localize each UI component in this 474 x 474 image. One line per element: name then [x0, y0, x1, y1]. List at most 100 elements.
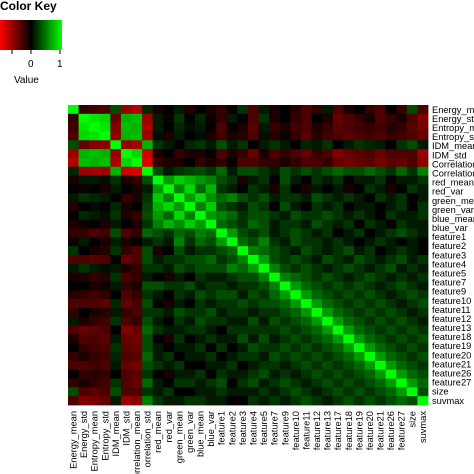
heatmap-cell-27-25 — [332, 343, 344, 353]
heatmap-cell-5-15 — [226, 149, 238, 159]
heatmap-cell-20-25 — [332, 281, 344, 291]
heatmap-cell-26-27 — [353, 334, 365, 344]
heatmap-cell-20-5 — [120, 281, 132, 291]
heatmap-cell-14-8 — [152, 228, 164, 238]
heatmap-cell-18-8 — [152, 263, 164, 274]
heatmap-cell-17-10 — [173, 255, 185, 265]
heatmap-cell-26-11 — [184, 334, 196, 344]
heatmap-cell-32-12 — [195, 387, 207, 397]
row-label: feature12 — [432, 314, 471, 324]
heatmap-cell-27-23 — [311, 343, 323, 353]
heatmap-cell-21-24 — [322, 290, 334, 300]
heatmap-cell-1-19 — [269, 113, 281, 124]
heatmap-cell-12-15 — [226, 210, 238, 221]
heatmap-cell-11-32 — [406, 202, 418, 212]
heatmap-cell-10-32 — [406, 193, 418, 203]
heatmap-cell-11-23 — [311, 202, 323, 212]
heatmap-cell-31-24 — [322, 378, 334, 388]
heatmap-cell-8-19 — [269, 175, 281, 185]
heatmap-cell-26-31 — [396, 334, 408, 344]
heatmap-cell-8-18 — [258, 175, 270, 185]
heatmap-cell-32-8 — [152, 387, 164, 397]
heatmap-cell-33-28 — [364, 396, 376, 406]
row-label: feature3 — [432, 250, 466, 260]
heatmap-cell-16-13 — [205, 246, 217, 256]
heatmap-cell-8-9 — [163, 175, 175, 185]
heatmap-cell-31-26 — [343, 378, 355, 388]
heatmap-cell-9-17 — [248, 184, 259, 194]
heatmap-cell-11-12 — [195, 202, 207, 212]
heatmap-cell-8-15 — [226, 175, 238, 185]
heatmap-cell-16-7 — [142, 246, 154, 256]
heatmap-cell-16-26 — [343, 246, 355, 256]
heatmap-cell-25-26 — [343, 325, 355, 335]
heatmap-cell-18-26 — [343, 263, 355, 274]
heatmap-cell-17-16 — [237, 255, 249, 265]
heatmap-cell-27-11 — [184, 343, 196, 353]
heatmap-cell-13-26 — [343, 219, 355, 229]
heatmap-cell-5-2 — [89, 149, 101, 159]
heatmap-cell-8-14 — [216, 175, 228, 185]
heatmap-cell-6-31 — [396, 157, 408, 168]
row-label: feature27 — [432, 378, 471, 388]
heatmap-cell-15-17 — [248, 237, 259, 247]
heatmap-cell-29-15 — [226, 360, 238, 371]
heatmap-cell-2-22 — [300, 122, 312, 132]
heatmap-cell-17-31 — [396, 255, 408, 265]
heatmap-cell-16-8 — [152, 246, 164, 256]
heatmap-cell-0-17 — [248, 105, 259, 115]
heatmap-cell-6-16 — [237, 157, 249, 168]
heatmap-cell-33-4 — [110, 396, 122, 406]
heatmap-cell-31-13 — [205, 378, 217, 388]
heatmap-cell-27-2 — [89, 343, 101, 353]
heatmap-cell-11-26 — [343, 202, 355, 212]
heatmap-cell-12-14 — [216, 210, 228, 221]
heatmap-cell-8-23 — [311, 175, 323, 185]
heatmap-cell-9-25 — [332, 184, 344, 194]
heatmap-cell-31-25 — [332, 378, 344, 388]
heatmap-cell-5-0 — [68, 149, 79, 159]
heatmap-cell-18-4 — [110, 263, 122, 274]
heatmap-cell-4-26 — [343, 140, 355, 150]
heatmap-cell-0-31 — [396, 105, 408, 115]
heatmap-cell-31-29 — [375, 378, 387, 388]
heatmap-cell-1-26 — [343, 113, 355, 124]
heatmap-cell-9-23 — [311, 184, 323, 194]
heatmap-cell-20-20 — [279, 281, 291, 291]
heatmap-cell-12-18 — [258, 210, 270, 221]
heatmap-cell-1-28 — [364, 113, 376, 124]
heatmap-cell-10-33 — [417, 193, 429, 203]
heatmap-cell-19-16 — [237, 272, 249, 282]
heatmap-cell-13-1 — [78, 219, 90, 229]
heatmap-cell-9-0 — [68, 184, 79, 194]
heatmap-cell-27-0 — [68, 343, 79, 353]
heatmap-cell-25-15 — [226, 325, 238, 335]
heatmap-cell-10-25 — [332, 193, 344, 203]
heatmap-cell-2-11 — [184, 122, 196, 132]
heatmap-cell-33-26 — [343, 396, 355, 406]
heatmap-cell-15-13 — [205, 237, 217, 247]
heatmap-cell-4-15 — [226, 140, 238, 150]
heatmap-cell-23-33 — [417, 307, 429, 318]
heatmap-cell-23-29 — [375, 307, 387, 318]
col-label: blue_var — [206, 411, 216, 447]
heatmap-cell-3-0 — [68, 131, 79, 141]
heatmap-cell-10-0 — [68, 193, 79, 203]
heatmap-cell-6-5 — [120, 157, 132, 168]
heatmap-cell-0-25 — [332, 105, 344, 115]
heatmap-cell-0-3 — [99, 105, 111, 115]
heatmap-cell-27-14 — [216, 343, 228, 353]
heatmap-cell-12-9 — [163, 210, 175, 221]
heatmap-cell-24-24 — [322, 316, 334, 326]
heatmap-cell-3-17 — [248, 131, 259, 141]
heatmap-cell-4-13 — [205, 140, 217, 150]
heatmap-cell-7-24 — [322, 166, 334, 176]
heatmap-cell-15-14 — [216, 237, 228, 247]
heatmap-cell-30-16 — [237, 369, 249, 379]
heatmap-cell-29-22 — [300, 360, 312, 371]
color-key-tick-1: 1 — [57, 59, 63, 70]
heatmap-cell-3-27 — [353, 131, 365, 141]
heatmap-cell-32-0 — [68, 387, 79, 397]
heatmap-cell-7-16 — [237, 166, 249, 176]
heatmap-cell-22-24 — [322, 299, 334, 309]
